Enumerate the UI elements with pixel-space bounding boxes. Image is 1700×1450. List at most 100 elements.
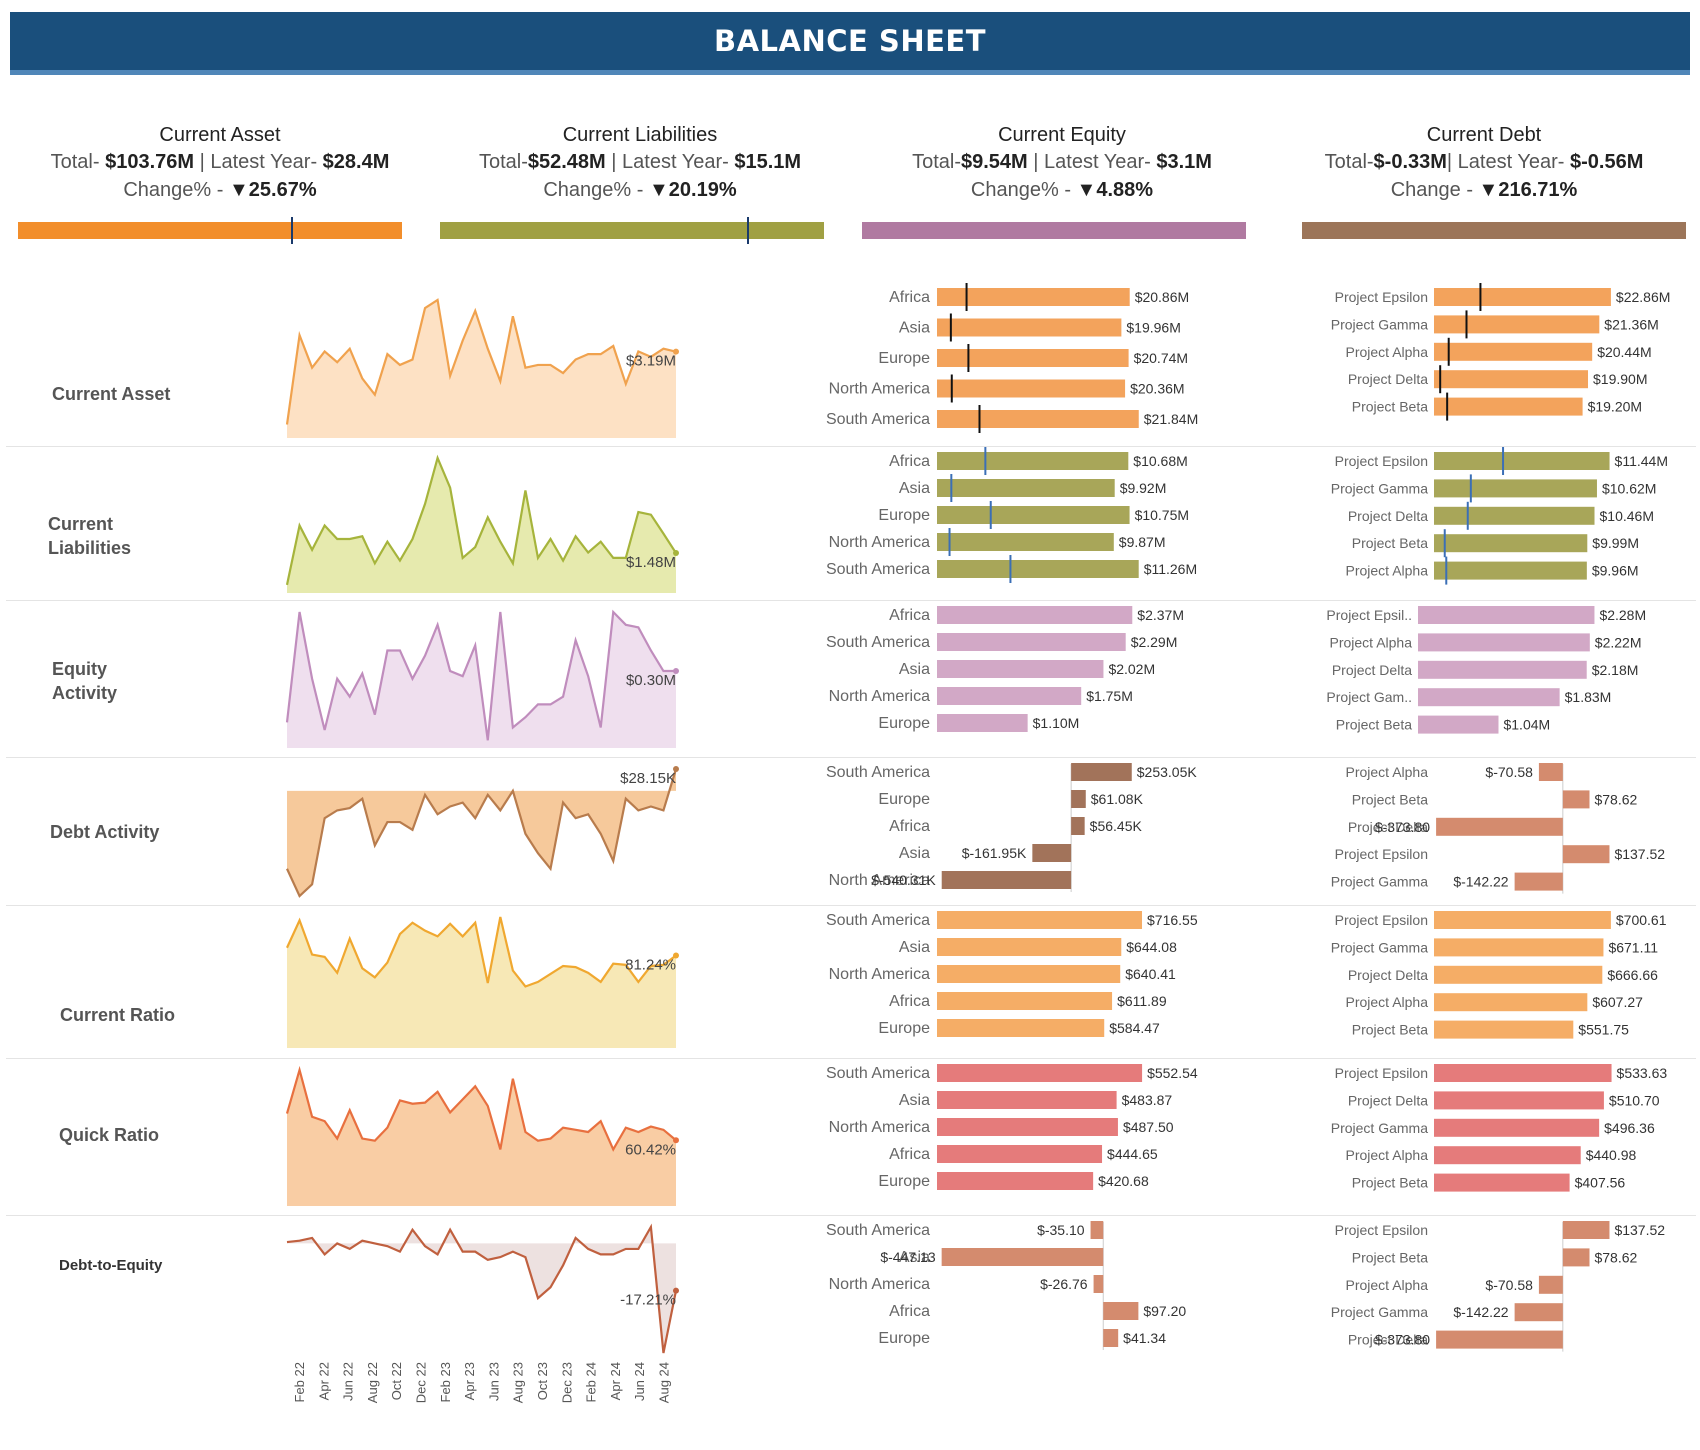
- project-name-label: Project Epsilon: [1335, 846, 1428, 862]
- region-bar: [937, 533, 1114, 551]
- x-tick-label: Feb 23: [438, 1362, 453, 1402]
- project-name-label: Project Gam..: [1326, 689, 1412, 705]
- region-name-label: Africa: [889, 289, 930, 306]
- x-tick-label: Feb 22: [292, 1362, 307, 1402]
- kpi-total: $-0.33M: [1373, 151, 1447, 173]
- data-point: [673, 668, 679, 675]
- project-value-label: $440.98: [1586, 1147, 1637, 1163]
- area-line-2: [285, 609, 676, 741]
- row-label-current-ratio: Current Ratio: [60, 1005, 176, 1025]
- end-value-label: $3.19M: [626, 353, 676, 370]
- kpi-current-equity: Current Equity Total-$9.54M | Latest Yea…: [862, 122, 1262, 204]
- region-bar: [1093, 1275, 1104, 1293]
- kpi-bar-liabilities: [440, 217, 824, 244]
- region-bar: [1032, 844, 1072, 862]
- project-name-label: Project Epsilon: [1335, 1222, 1428, 1238]
- project-value-label: $9.99M: [1592, 535, 1639, 551]
- project-name-label: Project Beta: [1352, 791, 1428, 807]
- area-fill-0: [287, 300, 676, 438]
- row-separator: [6, 446, 1696, 447]
- project-name-label: Project Alpha: [1346, 344, 1429, 360]
- area-fill-5: [287, 1070, 676, 1206]
- project-bar: [1434, 342, 1593, 361]
- region-bar: [937, 288, 1130, 306]
- region-bar: [1090, 1221, 1104, 1239]
- region-name-label: Asia: [899, 1092, 930, 1109]
- region-bar: [937, 965, 1121, 983]
- x-tick-label: Jun 23: [486, 1362, 501, 1401]
- region-name-label: South America: [826, 1222, 930, 1239]
- region-value-label: $11.26M: [1144, 561, 1197, 577]
- project-bar: [1434, 506, 1595, 525]
- region-value-label: $20.74M: [1134, 350, 1188, 366]
- region-value-label: $19.96M: [1126, 320, 1180, 336]
- region-value-label: $61.08K: [1091, 791, 1144, 807]
- region-value-label: $-161.95K: [962, 845, 1027, 861]
- project-bar: [1514, 1303, 1563, 1322]
- kpi-title: Current Equity: [998, 124, 1126, 146]
- area-line-1: [285, 454, 677, 586]
- region-name-label: South America: [826, 634, 930, 651]
- region-bar: [937, 1019, 1105, 1037]
- project-bar: [1562, 845, 1610, 864]
- project-bar: [1434, 315, 1600, 334]
- region-bar: [937, 911, 1143, 929]
- region-value-label: $716.55: [1147, 912, 1198, 928]
- project-name-label: Project Delta: [1348, 1332, 1428, 1348]
- project-bar: [1418, 688, 1560, 707]
- project-name-label: Project Alpha: [1330, 634, 1413, 650]
- project-value-label: $137.52: [1614, 846, 1665, 862]
- data-point: [673, 550, 679, 557]
- kpi-current-asset: Current Asset Total- $103.76M | Latest Y…: [20, 122, 420, 204]
- x-tick-label: Aug 22: [365, 1362, 380, 1403]
- end-value-label: $28.15K: [620, 770, 676, 787]
- project-bar: [1434, 1091, 1604, 1110]
- area-fill-6: [287, 1227, 676, 1353]
- region-bar: [937, 714, 1028, 732]
- region-name-label: South America: [826, 1065, 930, 1082]
- project-bar: [1418, 715, 1499, 734]
- project-name-label: Project Epsil..: [1326, 607, 1412, 623]
- region-name-label: South America: [826, 411, 930, 428]
- region-value-label: $9.92M: [1120, 480, 1167, 496]
- project-bar: [1436, 817, 1563, 836]
- kpi-change-line: Change% - ▼4.88%: [970, 179, 1154, 201]
- project-value-label: $78.62: [1594, 791, 1637, 807]
- region-value-label: $20.86M: [1135, 289, 1189, 305]
- kpi-bar-equity: [862, 222, 1246, 239]
- data-point: [673, 1287, 679, 1294]
- project-name-label: Project Epsilon: [1335, 912, 1428, 928]
- x-tick-label: Dec 23: [559, 1362, 574, 1403]
- data-point: [673, 1137, 679, 1144]
- kpi-change: ▼4.88%: [1076, 179, 1154, 201]
- kpi-change: ▼25.67%: [228, 179, 317, 201]
- project-bar: [1418, 660, 1587, 679]
- region-name-label: Europe: [878, 715, 930, 732]
- area-line-6: [286, 1223, 678, 1354]
- region-name-label: North America: [829, 688, 930, 705]
- region-value-label: $644.08: [1126, 939, 1177, 955]
- project-bar: [1434, 370, 1589, 389]
- project-value-label: $2.18M: [1592, 662, 1639, 678]
- region-value-label: $2.37M: [1137, 607, 1184, 623]
- region-value-label: $487.50: [1123, 1119, 1174, 1135]
- region-name-label: North America: [829, 1276, 930, 1293]
- region-value-label: $10.75M: [1135, 507, 1189, 523]
- project-value-label: $-70.58: [1485, 764, 1533, 780]
- project-name-label: Project Delta: [1348, 819, 1428, 835]
- kpi-title: Current Debt: [1426, 124, 1542, 146]
- x-tick-label: Feb 24: [584, 1362, 599, 1402]
- kpi-totals: Total-$-0.33M| Latest Year- $-0.56M: [1324, 151, 1644, 173]
- region-name-label: Europe: [878, 1173, 930, 1190]
- project-value-label: $10.46M: [1600, 508, 1654, 524]
- project-bar: [1434, 965, 1603, 984]
- region-bar: [937, 1145, 1103, 1163]
- kpi-change: ▼20.19%: [648, 179, 737, 201]
- region-name-label: North America: [829, 381, 930, 398]
- kpi-current-liabilities: Current Liabilities Total-$52.48M | Late…: [440, 122, 840, 204]
- kpi-change: ▼216.71%: [1478, 179, 1578, 201]
- project-bar: [1434, 1064, 1612, 1082]
- region-value-label: $-540.31K: [871, 872, 936, 888]
- region-name-label: Europe: [878, 1330, 930, 1347]
- project-bar: [1434, 288, 1611, 306]
